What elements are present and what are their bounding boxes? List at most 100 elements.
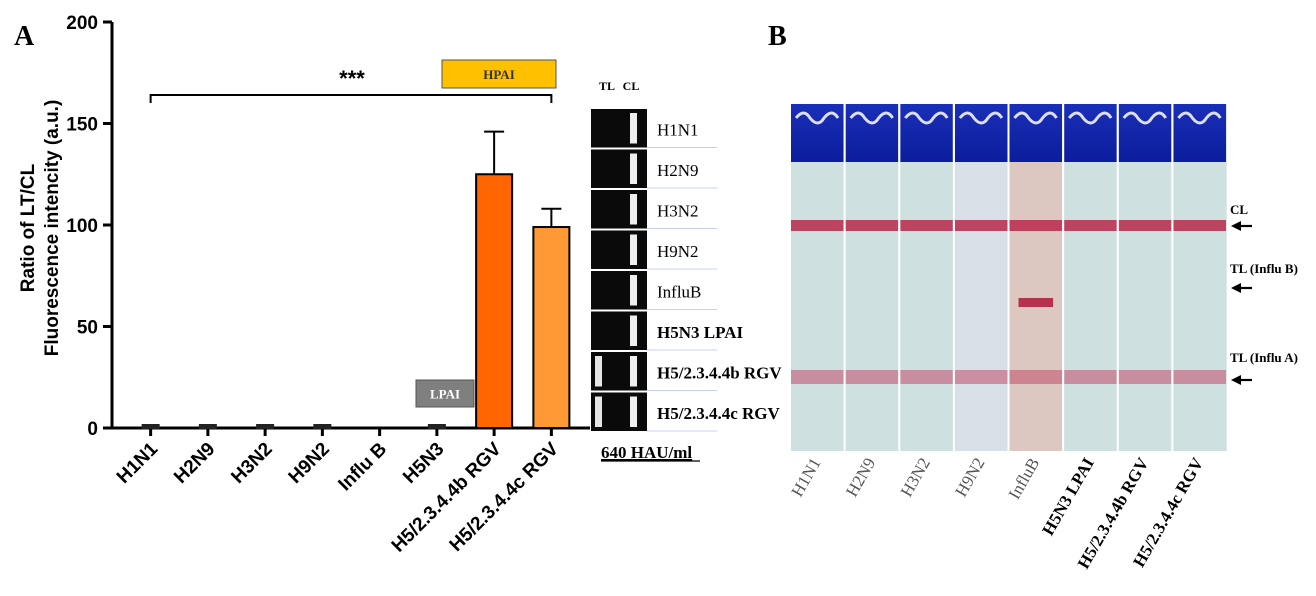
panel-a-label: A bbox=[14, 21, 35, 52]
bar bbox=[198, 424, 217, 429]
annotation-box bbox=[441, 59, 557, 89]
sample-pad bbox=[954, 104, 1008, 162]
pad-print-mark bbox=[904, 111, 949, 125]
pad-print-mark bbox=[958, 111, 1004, 125]
strip-image bbox=[591, 230, 647, 269]
strip-image bbox=[591, 271, 647, 310]
pad-print-mark bbox=[1177, 111, 1222, 125]
arrow-head bbox=[1231, 283, 1241, 293]
significance-bracket: *** bbox=[149, 66, 553, 103]
annotation-label: HPAI bbox=[483, 67, 515, 82]
y-tick-label: 150 bbox=[66, 115, 98, 136]
strip-cl-band bbox=[630, 275, 637, 306]
pad-print-mark bbox=[794, 111, 840, 125]
x-tick-label: Influ B bbox=[335, 439, 392, 496]
bar bbox=[313, 424, 332, 429]
strip-cl-band bbox=[630, 356, 637, 387]
influ-a-test-line bbox=[954, 370, 1008, 384]
strip-row-label: H9N2 bbox=[657, 242, 699, 261]
y-tick-label: 50 bbox=[77, 318, 98, 339]
strip-label: InfluB bbox=[1005, 455, 1044, 503]
influ-a-test-line bbox=[1173, 370, 1226, 384]
strip-label: H9N2 bbox=[951, 455, 988, 500]
pad-print-mark bbox=[1122, 111, 1168, 125]
bar bbox=[256, 424, 275, 429]
x-tick-label: H2N9 bbox=[170, 439, 219, 488]
bar bbox=[141, 424, 160, 429]
bracket-line bbox=[149, 94, 553, 103]
pad-print-mark bbox=[1067, 111, 1113, 125]
bars bbox=[141, 130, 571, 429]
sample-pad bbox=[1118, 104, 1172, 162]
sample-pad bbox=[791, 104, 844, 162]
strip-row-label: H3N2 bbox=[657, 201, 699, 220]
bar bbox=[427, 424, 446, 429]
y-tick-label: 100 bbox=[66, 216, 98, 237]
line-label: TL (Influ B) bbox=[1230, 261, 1298, 276]
influ-a-test-line bbox=[1118, 370, 1172, 384]
control-line bbox=[845, 220, 899, 231]
influ-a-test-line bbox=[1009, 370, 1063, 384]
panel-a-bar-chart: 0 50 100 150 200 H1N1 H2N9 H3N2 H9N2 Influ B H5N3… bbox=[66, 13, 590, 557]
strip-image bbox=[591, 109, 647, 148]
x-tick-label: H1N1 bbox=[113, 438, 163, 488]
fluorescence-strip-panel: TL CL H1N1 H2N9 H3N2 H9N2 InfluB H5N3 LPAI H5/2.… bbox=[591, 79, 782, 462]
strip-cl-band bbox=[630, 153, 637, 184]
strip-tl-band bbox=[595, 356, 602, 387]
strip-row-label: H5N3 LPAI bbox=[657, 323, 743, 342]
influ-b-test-line bbox=[1018, 298, 1054, 307]
x-tick-label: H5/2.3.4.4c RGV bbox=[446, 438, 563, 555]
influ-a-test-line bbox=[845, 370, 899, 384]
y-axis: 0 50 100 150 200 bbox=[66, 13, 114, 440]
strip-tl-band bbox=[595, 396, 602, 427]
control-line bbox=[791, 220, 844, 231]
strip-tl-header: TL bbox=[599, 79, 615, 93]
sample-pad bbox=[845, 104, 899, 162]
arrow-head bbox=[1231, 221, 1241, 231]
control-line bbox=[1009, 220, 1063, 231]
pad-print-mark bbox=[1013, 111, 1058, 125]
bar bbox=[532, 226, 571, 429]
y-tick-label: 200 bbox=[66, 13, 98, 34]
strip-label: H1N1 bbox=[788, 455, 825, 500]
strip-row-label: H1N1 bbox=[657, 120, 699, 139]
strip-image bbox=[591, 311, 647, 350]
sample-pad bbox=[1064, 104, 1117, 162]
line-label: TL (Influ A) bbox=[1230, 350, 1298, 365]
y-axis-title-line1: Ratio of LT/CL bbox=[18, 163, 39, 292]
sample-pad bbox=[1173, 104, 1226, 162]
bar bbox=[475, 173, 514, 429]
influ-a-test-line bbox=[900, 370, 953, 384]
control-line bbox=[1064, 220, 1117, 231]
annotation-label: LPAI bbox=[430, 387, 460, 402]
y-tick-label: 0 bbox=[87, 419, 98, 440]
sample-pad bbox=[1009, 104, 1063, 162]
strip-label: H5N3 LPAI bbox=[1038, 454, 1098, 538]
control-line bbox=[1118, 220, 1172, 231]
strip-image bbox=[591, 149, 647, 188]
y-axis-title-line2: Fluorescence intencity (a.u.) bbox=[42, 100, 63, 357]
panel-b-label: B bbox=[768, 21, 787, 52]
influ-a-test-line bbox=[791, 370, 844, 384]
x-tick-label: H3N2 bbox=[227, 439, 276, 488]
strip-image bbox=[591, 190, 647, 229]
influ-a-test-line bbox=[1064, 370, 1117, 384]
pad-print-mark bbox=[849, 111, 894, 125]
pathogenicity-annotations: HPAI LPAI bbox=[415, 59, 557, 408]
sample-pad bbox=[900, 104, 953, 162]
strip-row-label: H2N9 bbox=[657, 161, 699, 180]
strip-row-label: H5/2.3.4.4c RGV bbox=[657, 404, 780, 423]
strip-cl-band bbox=[630, 194, 637, 225]
line-label: CL bbox=[1230, 202, 1248, 217]
concentration-label: 640 HAU/ml bbox=[601, 443, 692, 462]
x-tick-label: H5N3 bbox=[399, 439, 448, 488]
strip-label: H2N9 bbox=[842, 455, 879, 500]
strip-label: H3N2 bbox=[897, 455, 934, 500]
significance-stars: *** bbox=[339, 66, 365, 91]
strip-cl-header: CL bbox=[623, 79, 640, 93]
arrow-head bbox=[1231, 375, 1241, 385]
x-tick-label: H9N2 bbox=[285, 439, 334, 488]
